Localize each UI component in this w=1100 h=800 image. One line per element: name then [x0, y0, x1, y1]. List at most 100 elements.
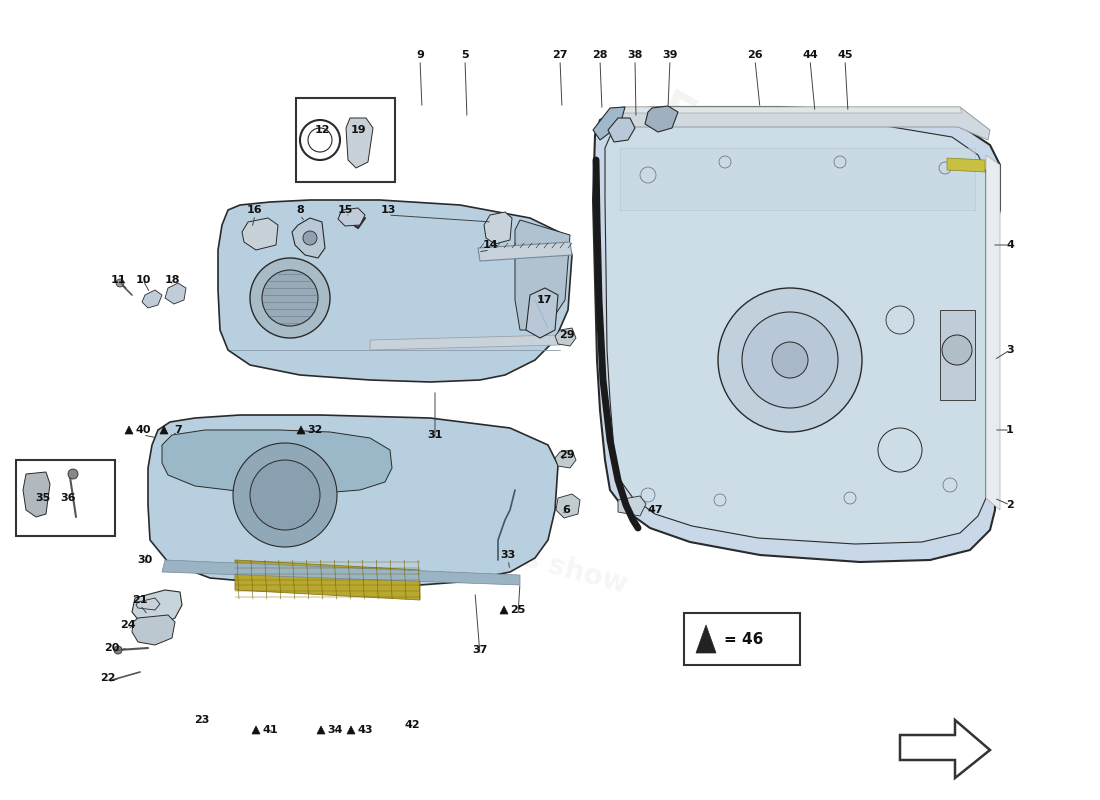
Text: 3: 3	[1006, 345, 1014, 355]
FancyBboxPatch shape	[296, 98, 395, 182]
Text: 11: 11	[110, 275, 125, 285]
Text: 27: 27	[552, 50, 568, 60]
Text: 25: 25	[510, 605, 526, 615]
Circle shape	[262, 270, 318, 326]
Polygon shape	[593, 107, 625, 140]
Text: 47: 47	[647, 505, 663, 515]
Text: 15: 15	[338, 205, 353, 215]
Text: 18: 18	[164, 275, 179, 285]
Polygon shape	[297, 426, 305, 434]
Text: 32: 32	[307, 425, 322, 435]
Circle shape	[233, 443, 337, 547]
Polygon shape	[23, 472, 50, 517]
Text: 2: 2	[1006, 500, 1014, 510]
Text: 29: 29	[559, 450, 575, 460]
Text: 8: 8	[296, 205, 304, 215]
Polygon shape	[162, 560, 520, 585]
Polygon shape	[620, 148, 975, 210]
Polygon shape	[218, 200, 572, 382]
Text: 17: 17	[537, 295, 552, 305]
Text: 34: 34	[328, 725, 343, 735]
FancyBboxPatch shape	[684, 613, 800, 665]
Text: 31: 31	[427, 430, 442, 440]
Circle shape	[68, 469, 78, 479]
Polygon shape	[242, 218, 278, 250]
Text: 22: 22	[100, 673, 116, 683]
Polygon shape	[526, 288, 558, 338]
Text: 29: 29	[559, 330, 575, 340]
Text: 40: 40	[135, 425, 151, 435]
Polygon shape	[338, 208, 365, 226]
Text: 24: 24	[120, 620, 135, 630]
Polygon shape	[556, 494, 580, 518]
Text: 26: 26	[747, 50, 762, 60]
Text: 39: 39	[662, 50, 678, 60]
Polygon shape	[556, 450, 576, 468]
Polygon shape	[346, 118, 373, 168]
Text: 33: 33	[500, 550, 516, 560]
Text: 21: 21	[132, 595, 147, 605]
Text: 10: 10	[135, 275, 151, 285]
Circle shape	[942, 335, 972, 365]
Polygon shape	[608, 118, 635, 142]
Circle shape	[114, 646, 122, 654]
Text: 14: 14	[482, 240, 498, 250]
Polygon shape	[165, 283, 186, 304]
Text: 36: 36	[60, 493, 76, 503]
Polygon shape	[160, 426, 168, 434]
Text: 6: 6	[562, 505, 570, 515]
Polygon shape	[696, 625, 716, 653]
Text: = 46: = 46	[724, 631, 763, 646]
Polygon shape	[556, 328, 576, 346]
Polygon shape	[162, 430, 392, 494]
Polygon shape	[346, 726, 355, 734]
Text: EUROSPARES: EUROSPARES	[647, 86, 992, 314]
Polygon shape	[593, 107, 1000, 562]
FancyBboxPatch shape	[16, 460, 116, 536]
Polygon shape	[645, 106, 678, 132]
Text: 30: 30	[138, 555, 153, 565]
Text: 13: 13	[381, 205, 396, 215]
Polygon shape	[292, 218, 324, 258]
Text: 42: 42	[404, 720, 420, 730]
Polygon shape	[478, 242, 572, 261]
Text: a parts show: a parts show	[429, 521, 630, 599]
Text: 38: 38	[627, 50, 642, 60]
Text: 1: 1	[1006, 425, 1014, 435]
Text: 23: 23	[195, 715, 210, 725]
Polygon shape	[515, 220, 570, 330]
Text: 12: 12	[315, 125, 330, 135]
Polygon shape	[136, 598, 160, 610]
Text: 37: 37	[472, 645, 487, 655]
Text: 28: 28	[592, 50, 607, 60]
Text: 45: 45	[837, 50, 852, 60]
Polygon shape	[947, 158, 984, 172]
Text: 35: 35	[35, 493, 51, 503]
Polygon shape	[620, 107, 962, 113]
Polygon shape	[618, 496, 646, 516]
Text: 5: 5	[461, 50, 469, 60]
Polygon shape	[370, 335, 560, 350]
Polygon shape	[605, 120, 986, 544]
Text: 44: 44	[802, 50, 818, 60]
Polygon shape	[940, 310, 975, 400]
Text: 43: 43	[358, 725, 373, 735]
Text: 4: 4	[1006, 240, 1014, 250]
Polygon shape	[148, 415, 558, 588]
Circle shape	[250, 258, 330, 338]
Polygon shape	[317, 726, 324, 734]
Text: 41: 41	[262, 725, 278, 735]
Circle shape	[250, 460, 320, 530]
Circle shape	[302, 231, 317, 245]
Polygon shape	[252, 726, 260, 734]
Polygon shape	[986, 155, 1000, 510]
Polygon shape	[132, 615, 175, 645]
Polygon shape	[484, 212, 512, 244]
Circle shape	[772, 342, 808, 378]
Text: 19: 19	[350, 125, 366, 135]
Polygon shape	[132, 590, 182, 624]
Polygon shape	[142, 290, 162, 308]
Text: 16: 16	[248, 205, 263, 215]
Text: 20: 20	[104, 643, 120, 653]
Text: 7: 7	[174, 425, 182, 435]
